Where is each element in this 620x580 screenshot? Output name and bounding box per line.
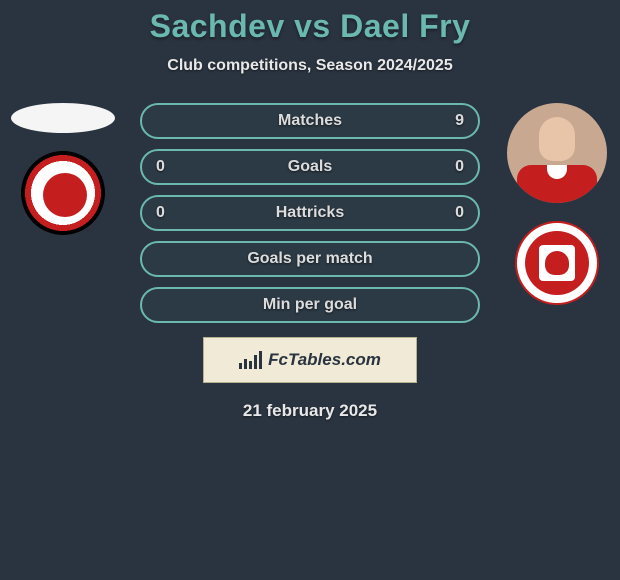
player-left-avatar-placeholder xyxy=(11,103,115,133)
stat-left-value: 0 xyxy=(156,158,165,176)
comparison-card: Sachdev vs Dael Fry Club competitions, S… xyxy=(0,0,620,421)
player-right-column xyxy=(502,103,612,305)
stat-row-hattricks: 0 Hattricks 0 xyxy=(140,195,480,231)
stats-area: Matches 9 0 Goals 0 0 Hattricks 0 Goals … xyxy=(0,103,620,421)
source-badge: FcTables.com xyxy=(203,337,417,383)
stat-label: Goals xyxy=(288,158,332,176)
source-site: FcTables.com xyxy=(268,350,381,370)
player-right-avatar xyxy=(507,103,607,203)
stat-label: Matches xyxy=(278,112,342,130)
stat-label: Goals per match xyxy=(247,250,372,268)
comparison-date: 21 february 2025 xyxy=(0,401,620,421)
subtitle: Club competitions, Season 2024/2025 xyxy=(0,57,620,75)
stat-row-goals: 0 Goals 0 xyxy=(140,149,480,185)
chart-icon xyxy=(239,351,262,369)
stat-right-value: 0 xyxy=(455,158,464,176)
player-left-column xyxy=(8,103,118,235)
page-title: Sachdev vs Dael Fry xyxy=(0,8,620,45)
club-badge-left xyxy=(21,151,105,235)
club-badge-right xyxy=(515,221,599,305)
stat-row-min-per-goal: Min per goal xyxy=(140,287,480,323)
stat-left-value: 0 xyxy=(156,204,165,222)
stat-label: Hattricks xyxy=(276,204,344,222)
stat-row-goals-per-match: Goals per match xyxy=(140,241,480,277)
stat-right-value: 0 xyxy=(455,204,464,222)
stat-row-matches: Matches 9 xyxy=(140,103,480,139)
stat-label: Min per goal xyxy=(263,296,357,314)
stat-right-value: 9 xyxy=(455,112,464,130)
